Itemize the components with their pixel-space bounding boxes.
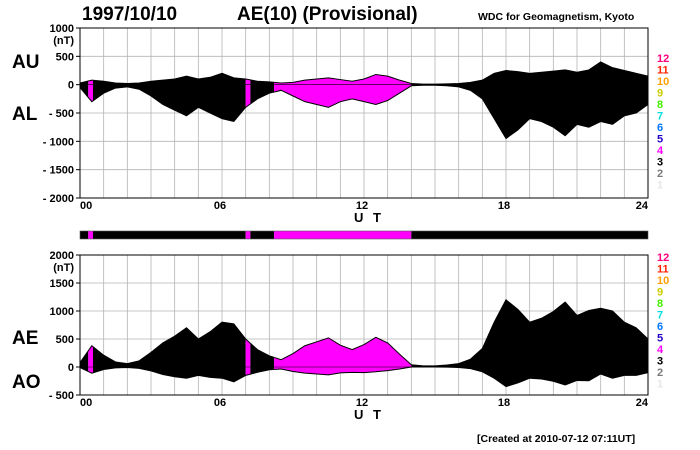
series-label-ae: AE xyxy=(12,328,39,349)
area-segment-ae-ao xyxy=(250,299,275,387)
date-title: 1997/10/10 xyxy=(82,4,178,25)
activity-level-8: 8 xyxy=(657,298,663,310)
x-tick-label: 06 xyxy=(214,397,226,409)
x-axis-label: U T xyxy=(354,210,384,225)
activity-strip-segment xyxy=(274,231,412,239)
y-tick-label: 0 xyxy=(68,362,74,374)
series-line-al xyxy=(79,84,649,140)
area-segment-ae-ao xyxy=(88,299,94,387)
y-tick-label: 500 xyxy=(56,334,74,346)
activity-level-1: 1 xyxy=(657,379,663,391)
x-tick-label: 12 xyxy=(356,200,368,212)
activity-level-12: 12 xyxy=(657,53,669,65)
series-label-al: AL xyxy=(12,104,38,125)
activity-level-9: 9 xyxy=(657,88,663,100)
y-tick-label: - 500 xyxy=(49,390,74,402)
x-tick-label: 00 xyxy=(80,397,92,409)
activity-strip-segment xyxy=(250,231,275,239)
area-segment-ae-ao xyxy=(274,299,412,387)
activity-level-9: 9 xyxy=(657,287,663,299)
y-tick-label: - 500 xyxy=(49,108,74,120)
activity-level-7: 7 xyxy=(657,111,663,123)
activity-level-2: 2 xyxy=(657,168,663,180)
activity-level-1: 1 xyxy=(657,180,663,192)
x-tick-label: 24 xyxy=(636,397,649,409)
activity-level-3: 3 xyxy=(657,157,663,169)
y-unit-label: (nT) xyxy=(53,35,74,47)
y-unit-label: (nT) xyxy=(53,262,74,274)
y-tick-label: - 2000 xyxy=(43,193,74,205)
plot-frame-ae-ao xyxy=(79,254,649,396)
activity-strip-segment xyxy=(245,231,251,239)
activity-strip-segment xyxy=(80,231,89,239)
activity-level-4: 4 xyxy=(657,145,664,157)
activity-level-10: 10 xyxy=(657,76,669,88)
activity-level-2: 2 xyxy=(657,367,663,379)
x-tick-label: 18 xyxy=(498,397,510,409)
activity-level-4: 4 xyxy=(657,344,664,356)
activity-level-5: 5 xyxy=(657,134,663,146)
institution-label: WDC for Geomagnetism, Kyoto xyxy=(478,11,635,23)
x-axis-label: U T xyxy=(354,407,384,422)
activity-level-11: 11 xyxy=(657,65,669,77)
activity-level-12: 12 xyxy=(657,252,669,264)
x-tick-label: 00 xyxy=(80,200,92,212)
area-segment-ae-ao xyxy=(245,299,251,387)
area-segment-ae-ao xyxy=(93,299,246,387)
series-label-au: AU xyxy=(12,52,40,73)
y-tick-label: - 1000 xyxy=(43,136,74,148)
x-tick-label: 12 xyxy=(356,397,368,409)
area-segment-au-al xyxy=(245,62,251,139)
activity-level-11: 11 xyxy=(657,264,669,276)
series-line-au xyxy=(79,61,649,85)
y-tick-label: 1500 xyxy=(50,278,74,290)
activity-level-5: 5 xyxy=(657,333,663,345)
activity-strip-segment xyxy=(93,231,246,239)
y-tick-label: - 1500 xyxy=(43,165,74,177)
activity-level-6: 6 xyxy=(657,321,663,333)
series-label-ao: AO xyxy=(12,372,41,393)
activity-level-10: 10 xyxy=(657,275,669,287)
y-tick-label: 0 xyxy=(68,80,74,92)
activity-strip-segment xyxy=(411,231,648,239)
series-line-ao xyxy=(79,366,649,388)
y-tick-label: 500 xyxy=(56,51,74,63)
y-tick-label: 2000 xyxy=(50,250,74,262)
activity-strip-frame xyxy=(79,230,649,240)
x-tick-label: 18 xyxy=(498,200,510,212)
area-segment-ae-ao xyxy=(80,299,89,387)
activity-strip-segment xyxy=(88,231,94,239)
activity-level-7: 7 xyxy=(657,310,663,322)
activity-level-3: 3 xyxy=(657,356,663,368)
x-tick-label: 24 xyxy=(636,200,649,212)
series-line-ae xyxy=(79,299,649,367)
activity-level-8: 8 xyxy=(657,99,663,111)
created-timestamp: [Created at 2010-07-12 07:11UT] xyxy=(477,433,636,445)
x-tick-label: 06 xyxy=(214,200,226,212)
index-title: AE(10) (Provisional) xyxy=(237,4,418,25)
activity-level-6: 6 xyxy=(657,122,663,134)
y-tick-label: 1000 xyxy=(50,306,74,318)
y-tick-label: 1000 xyxy=(50,23,74,35)
